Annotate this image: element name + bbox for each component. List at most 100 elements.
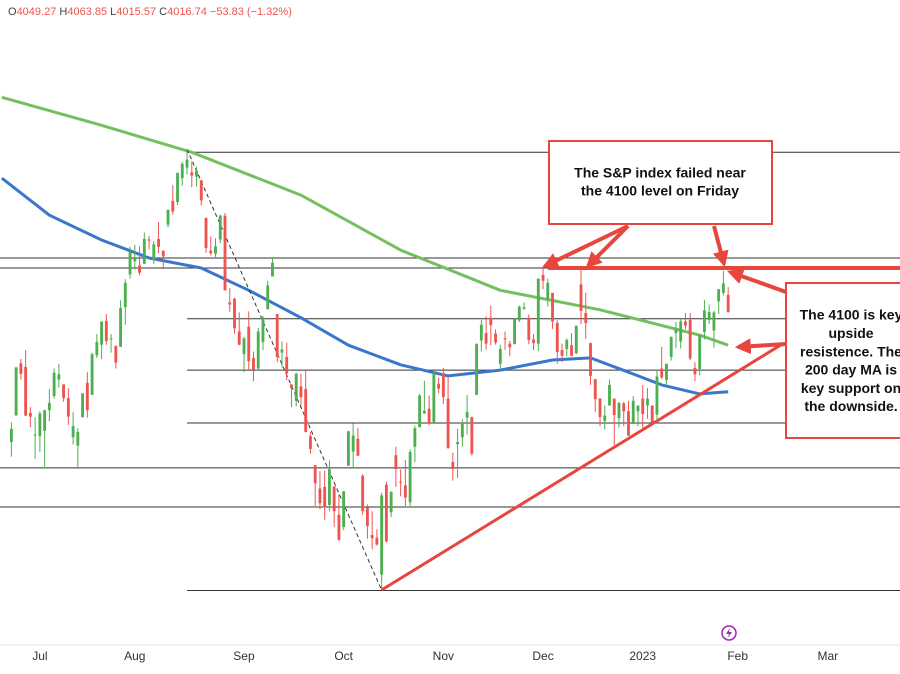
- x-tick-label: Nov: [433, 649, 454, 663]
- candle-body: [199, 180, 203, 201]
- candle-body: [223, 215, 227, 291]
- candle-body: [304, 389, 308, 432]
- candle-body: [631, 400, 635, 425]
- candle-body: [475, 344, 479, 395]
- candle-body: [228, 302, 232, 305]
- annotation-text: 200 day MA is: [805, 362, 897, 378]
- candle-body: [608, 384, 611, 406]
- candle-body: [693, 367, 697, 375]
- candle-body: [33, 434, 37, 436]
- candle-body: [309, 436, 312, 449]
- candle-body: [365, 507, 369, 527]
- candle-body: [294, 373, 298, 401]
- candle-body: [470, 417, 474, 454]
- candle-body: [114, 345, 118, 363]
- candle-body: [28, 412, 32, 417]
- candle-body: [574, 325, 578, 354]
- candle-body: [266, 285, 270, 310]
- line: [0, 177, 729, 396]
- candle-body: [384, 484, 388, 542]
- candle-body: [650, 405, 654, 423]
- candle-body: [85, 382, 89, 411]
- candle-body: [513, 318, 516, 345]
- candle-body: [684, 321, 687, 326]
- candles: [9, 149, 730, 591]
- candle-body: [166, 209, 170, 225]
- candle-body: [546, 282, 550, 300]
- annotation-text: resistence. The: [800, 343, 900, 359]
- candle-body: [66, 398, 70, 417]
- candle-body: [14, 367, 18, 416]
- candle-body: [418, 395, 422, 428]
- annotation-text-group: The 4100 is key upside resistence. The 200 …: [800, 307, 900, 415]
- annotation-text: the downside.: [804, 398, 897, 414]
- candle-body: [413, 428, 417, 447]
- candle-body: [394, 455, 398, 469]
- candle-body: [57, 374, 61, 380]
- ohlc-value: 4016.74: [167, 6, 207, 18]
- candle-body: [95, 342, 99, 356]
- candle-body: [104, 320, 108, 342]
- candle-body: [204, 217, 208, 248]
- candle-body: [399, 481, 403, 483]
- candle-body: [90, 354, 94, 395]
- candle-body: [285, 356, 289, 374]
- candle-body: [565, 339, 569, 349]
- candle-body: [176, 172, 179, 202]
- candle-body: [460, 422, 464, 438]
- candle-body: [342, 491, 346, 528]
- annotation-box: [785, 282, 900, 439]
- candle-body: [24, 366, 28, 416]
- candle-body: [636, 405, 640, 412]
- candle-body: [612, 398, 616, 416]
- candle-body: [598, 398, 602, 418]
- candle-body: [52, 372, 56, 396]
- candle-body: [489, 317, 493, 326]
- candle-body: [109, 338, 113, 340]
- candle-body: [332, 486, 336, 512]
- candle-body: [627, 411, 630, 436]
- candle-body: [726, 294, 730, 313]
- candle-body: [688, 319, 692, 359]
- candle-body: [456, 441, 460, 445]
- x-tick-label: Oct: [334, 649, 353, 663]
- event-icon[interactable]: [721, 625, 737, 641]
- candle-body: [441, 373, 445, 398]
- candle-body: [655, 376, 659, 415]
- annotation-text: The 4100 is key: [800, 307, 900, 323]
- candle-body: [703, 310, 706, 333]
- ohlc-header: O4049.27 H4063.85 L4015.57 C4016.74 −53.…: [8, 6, 292, 18]
- change: −53.83: [210, 6, 244, 18]
- candle-body: [503, 338, 507, 340]
- candle-body: [76, 431, 80, 446]
- candle-body: [375, 537, 379, 545]
- candle-body: [119, 308, 122, 347]
- candle-body: [275, 314, 279, 357]
- indicator-lines: [0, 95, 782, 592]
- candle-body: [19, 363, 23, 374]
- candle-body: [256, 331, 260, 369]
- candle-body: [422, 410, 426, 414]
- candle-body: [351, 435, 355, 452]
- candle-body: [721, 283, 725, 293]
- candle-body: [579, 284, 583, 311]
- candle-body: [527, 317, 531, 340]
- candle-body: [584, 312, 588, 324]
- ohlc-label: L: [110, 6, 116, 18]
- annotation-text: the 4100 level on Friday: [581, 183, 739, 199]
- annotation-box: [548, 140, 773, 225]
- event-icon-bolt: [726, 628, 732, 638]
- candle-body: [660, 368, 664, 378]
- candle-body: [622, 403, 626, 412]
- candle-body: [532, 339, 535, 344]
- candle-body: [437, 383, 441, 389]
- candle-body: [603, 415, 607, 421]
- candle-body: [674, 329, 678, 334]
- candle-body: [128, 252, 132, 275]
- candle-body: [361, 475, 365, 512]
- candle-body: [712, 312, 716, 331]
- candle-body: [408, 452, 412, 503]
- candle-body: [100, 321, 104, 345]
- ohlc-value: 4049.27: [17, 6, 57, 18]
